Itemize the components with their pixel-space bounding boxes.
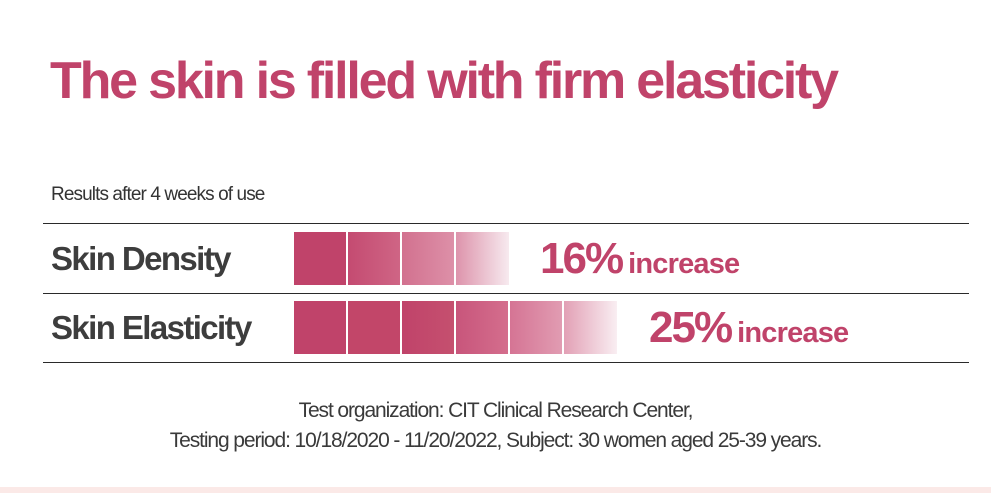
bar-segment [294,301,347,354]
metric-percent: 16% [540,234,624,283]
table-top-divider [43,223,969,224]
testing-period-note: Testing period: 10/18/2020 - 11/20/2022,… [169,429,823,452]
bottom-accent-band [0,487,991,493]
bar-segment [294,232,347,285]
bar-segment [456,232,509,285]
bar-segment [456,301,509,354]
bar-segment [402,232,455,285]
metric-label: Skin Density [51,240,231,277]
bar-segment [510,301,563,354]
metric-bar [294,301,618,354]
metric-result: 16% increase [540,224,740,293]
metric-label: Skin Elasticity [51,309,252,346]
table-middle-divider [43,293,969,294]
bar-segment [564,301,617,354]
bar-segment [348,232,401,285]
results-caption: Results after 4 weeks of use [51,184,265,205]
metric-row-skin-elasticity: Skin Elasticity 25% increase [43,293,969,362]
metric-suffix: increase [737,317,849,349]
table-bottom-divider [43,362,969,363]
page-title: The skin is filled with firm elasticity [50,52,839,110]
metric-bar [294,232,510,285]
bar-segment [402,301,455,354]
bar-segment [348,301,401,354]
test-organization-note: Test organization: CIT Clinical Research… [298,399,694,422]
metric-row-skin-density: Skin Density 16% increase [43,224,969,293]
metric-result: 25% increase [649,293,849,362]
metric-percent: 25% [649,303,733,352]
metric-suffix: increase [628,248,740,280]
